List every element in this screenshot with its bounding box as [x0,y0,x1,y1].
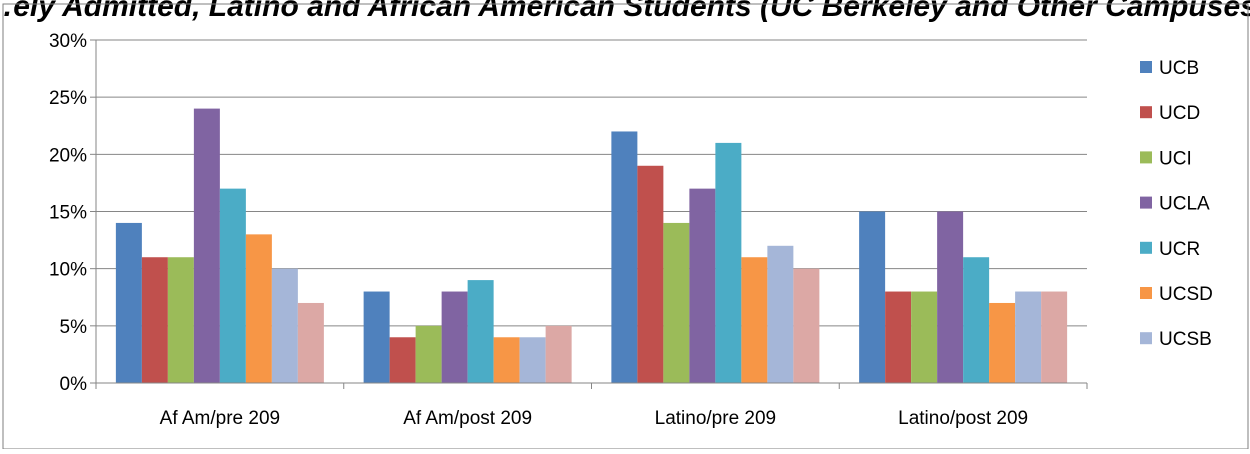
y-tick-label: 20% [49,145,87,166]
bar [689,188,716,383]
y-tick-label: 10% [49,260,87,281]
bar [637,165,664,383]
x-tick-label: Af Am/post 209 [403,408,532,429]
legend-swatch [1140,106,1152,119]
bar [141,257,168,383]
bar [389,337,416,383]
bar [937,211,964,383]
legend-label: UCLA [1159,194,1210,215]
bar [989,302,1016,383]
bar [219,188,246,383]
bar [441,291,468,383]
bar [1041,291,1068,383]
legend-swatch [1140,332,1152,345]
bar [859,211,886,383]
legend-label: UCSB [1159,329,1212,350]
y-tick-label: 30% [49,31,87,52]
legend-swatch [1140,196,1152,209]
bar [963,257,990,383]
y-tick-label: 0% [60,374,88,395]
bar [167,257,194,383]
bar [415,325,442,383]
bar [885,291,912,383]
bar [545,325,572,383]
legend-label: UCI [1159,148,1192,169]
bar [1015,291,1042,383]
x-tick-label: Af Am/pre 209 [160,408,280,429]
bar [911,291,938,383]
bar [115,222,142,383]
legend-label: UCB [1159,58,1199,79]
x-tick-label: Latino/post 209 [898,408,1028,429]
legend-swatch [1140,287,1152,299]
bar [245,234,272,383]
bar [715,142,742,383]
legend-swatch [1140,241,1152,254]
bar [741,257,768,383]
chart-title: …ely Admitted, Latino and African Americ… [0,0,1250,23]
y-tick-label: 5% [60,317,88,338]
bar [767,245,794,383]
x-tick-label: Latino/pre 209 [655,408,777,429]
bar [363,291,390,383]
bar [271,268,298,383]
legend-swatch [1140,151,1152,164]
legend-label: UCD [1159,103,1200,124]
bar [611,131,638,383]
legend-label: UCSD [1159,284,1213,305]
y-tick-label: 15% [49,203,87,224]
bar [297,302,324,383]
bar [519,337,546,383]
bar [793,268,820,383]
bar [663,222,690,383]
legend-label: UCR [1159,239,1200,260]
y-tick-label: 25% [49,88,87,109]
legend-swatch [1140,61,1152,73]
bar [493,337,520,383]
bar [193,108,220,383]
bar [467,280,494,383]
